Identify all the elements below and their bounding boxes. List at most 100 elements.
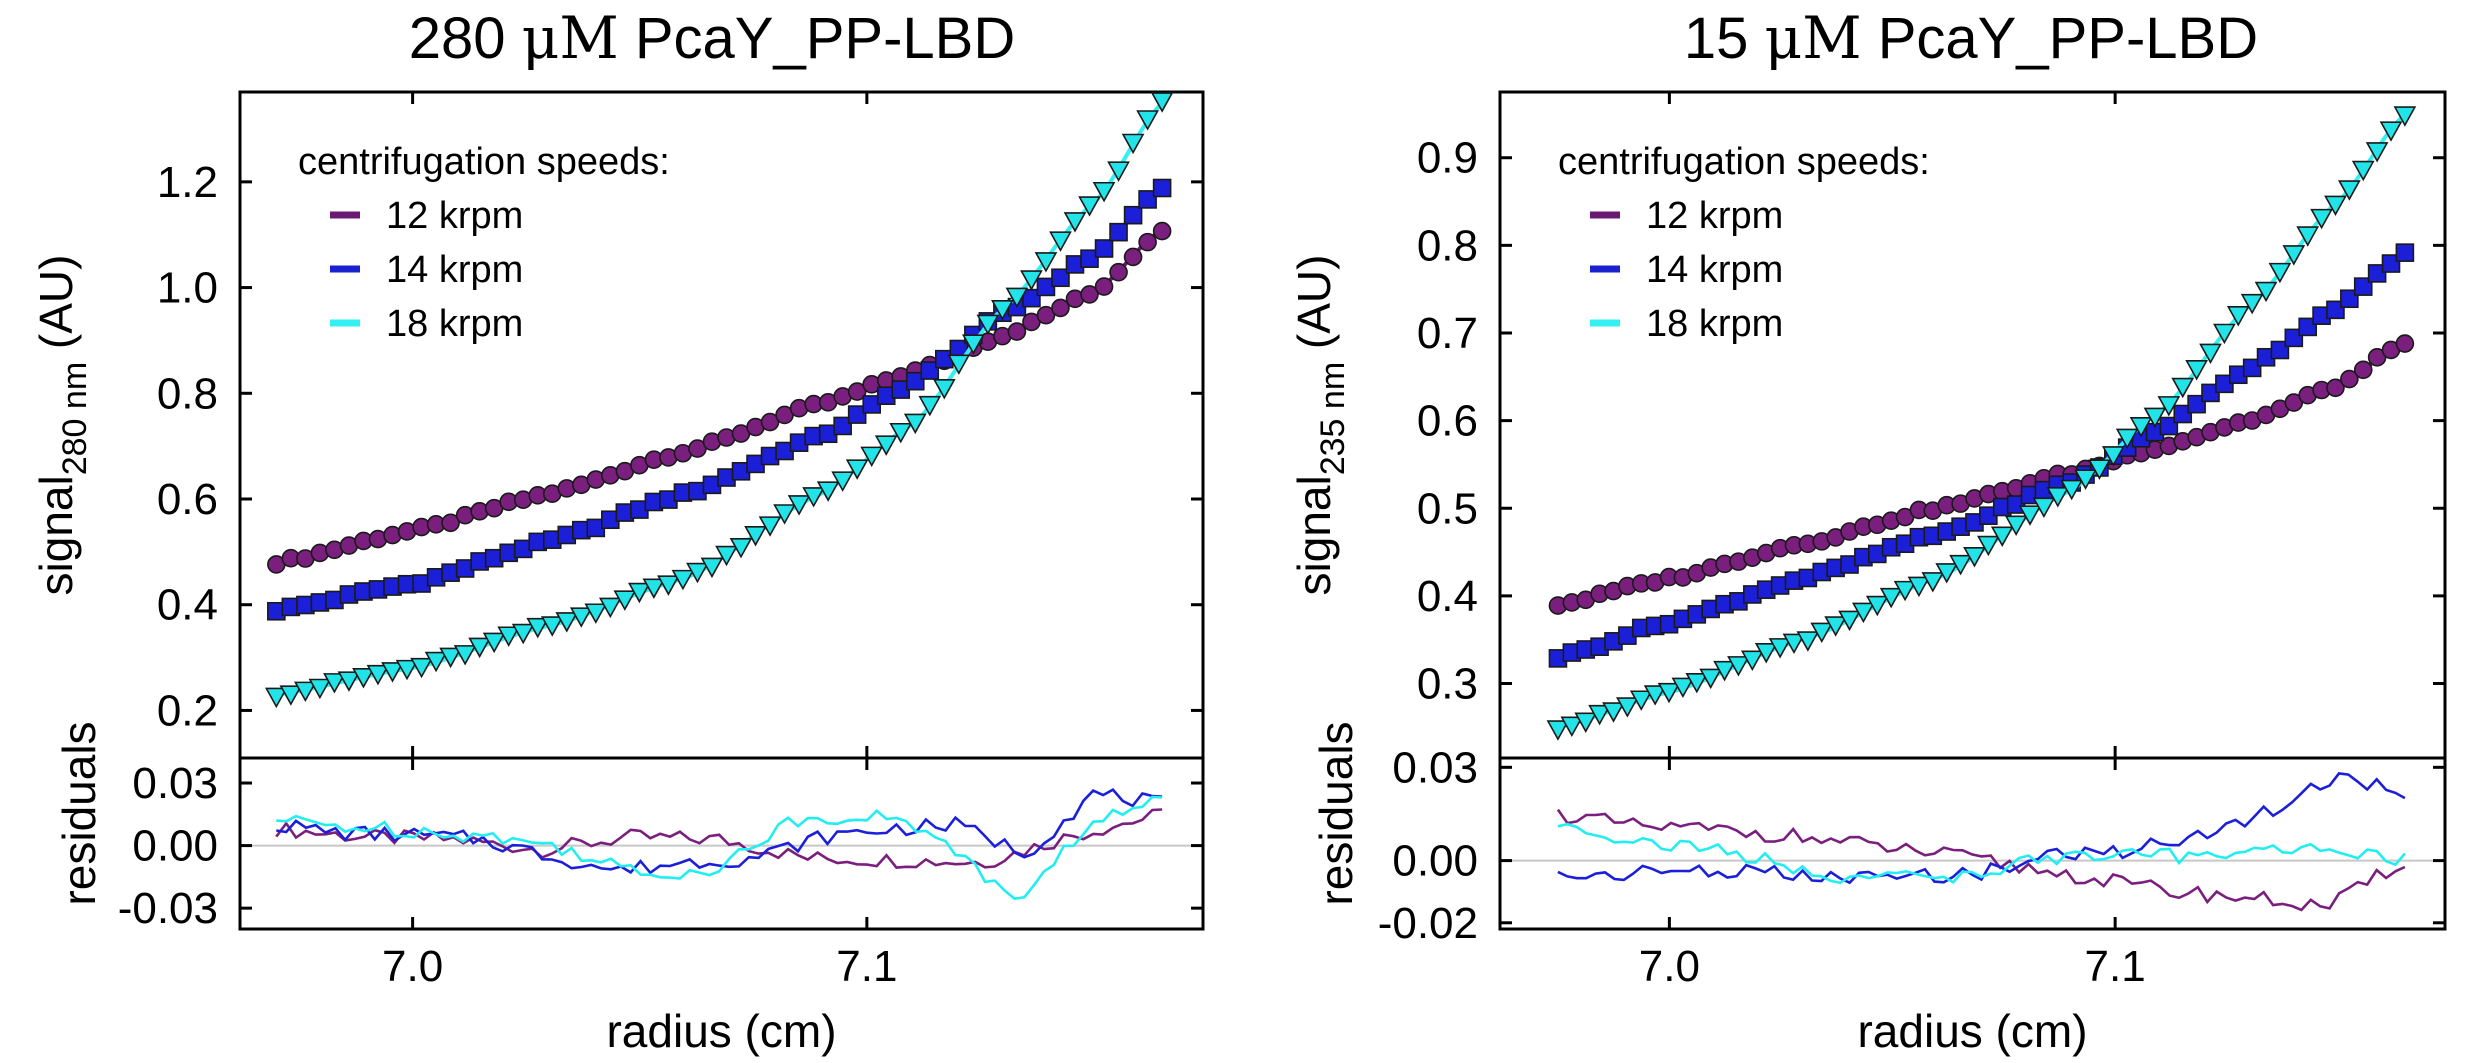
data-point: [2340, 369, 2359, 389]
y-tick-label: 0.6: [1417, 397, 1478, 446]
data-point: [2395, 334, 2415, 353]
data-point: [961, 334, 985, 355]
data-point: [323, 673, 346, 694]
data-point: [1051, 298, 1070, 318]
data-point: [1963, 546, 1986, 568]
data-point: [511, 623, 535, 645]
data-point: [1109, 262, 1128, 282]
data-point: [2006, 495, 2026, 514]
data-point: [2187, 394, 2206, 414]
data-point: [2171, 377, 2195, 399]
data-point: [540, 616, 564, 637]
data-point: [1546, 720, 1570, 741]
data-point: [555, 612, 579, 633]
data-point: [352, 668, 375, 689]
data-point: [831, 471, 855, 492]
data-point: [1109, 222, 1128, 242]
data-point: [1123, 205, 1143, 225]
data-point: [1092, 181, 1116, 203]
data-point: [1078, 196, 1101, 217]
data-point: [918, 395, 942, 417]
y-tick-label: 1.2: [157, 158, 218, 207]
data-point: [1990, 526, 2014, 547]
data-point: [264, 687, 288, 709]
residual-tick-label: 0.00: [132, 822, 218, 871]
data-point: [991, 300, 1014, 321]
data-point: [628, 582, 651, 604]
data-point: [1713, 660, 1736, 682]
y-axis-label: signal235 nm (AU): [1288, 255, 1352, 596]
y-tick-label: 0.7: [1417, 309, 1478, 358]
residual-tick-label: -0.02: [1378, 899, 1478, 948]
legend-title: centrifugation speeds:: [298, 141, 670, 183]
data-point: [1754, 643, 1778, 664]
y-label-units: (AU): [30, 255, 82, 362]
data-point: [686, 562, 709, 584]
legend: centrifugation speeds: 12 krpm 14 krpm 18 k…: [1558, 141, 1930, 345]
data-point: [1150, 92, 1174, 113]
title-prefix: 15: [1684, 6, 1765, 71]
data-point: [1727, 656, 1750, 677]
data-point: [1949, 554, 1972, 576]
x-tick-label: 7.0: [1639, 942, 1700, 991]
data-point: [1893, 580, 1917, 602]
data-point: [2074, 469, 2097, 490]
data-point: [2270, 340, 2290, 360]
data-point: [889, 422, 913, 444]
data-point: [2254, 281, 2278, 303]
data-point: [787, 495, 811, 516]
residual-tick-label: 0.03: [132, 759, 218, 808]
data-point: [1049, 231, 1072, 252]
data-point: [439, 647, 462, 669]
data-point: [2173, 404, 2193, 424]
residual-plot-frame: [238, 756, 1205, 931]
data-point: [847, 405, 867, 424]
data-point: [2157, 396, 2181, 417]
data-point: [816, 481, 840, 502]
series-18-krpm: [1546, 106, 2417, 885]
data-point: [1796, 631, 1820, 652]
title-unit: μM: [1765, 4, 1862, 72]
data-point: [947, 354, 971, 375]
data-point: [1063, 212, 1087, 233]
data-point: [1080, 285, 1099, 304]
data-point: [1699, 668, 1723, 690]
data-point: [2393, 106, 2417, 127]
data-point: [1824, 616, 1847, 637]
y-tick-label: 0.5: [1417, 484, 1478, 533]
data-point: [1020, 270, 1043, 291]
data-point: [1094, 277, 1114, 296]
data-point: [497, 626, 521, 647]
data-point: [2353, 277, 2373, 296]
data-point: [2351, 160, 2375, 182]
data-point: [613, 590, 637, 611]
title-suffix: PcaY_PP-LBD: [619, 6, 1016, 71]
data-point: [760, 412, 780, 432]
y-tick-label: 0.4: [1417, 572, 1478, 621]
chart-title: 15 μM PcaY_PP-LBD: [1684, 4, 2258, 72]
y-tick-label: 0.8: [157, 369, 218, 418]
data-point: [2298, 317, 2317, 337]
residual-line: [1557, 772, 2406, 885]
data-point: [1574, 712, 1598, 733]
data-point: [2367, 264, 2387, 283]
data-point: [920, 361, 940, 380]
legend-label: 14 krpm: [1646, 249, 1783, 291]
data-point: [2004, 515, 2028, 536]
residuals-axis-label: residuals: [53, 721, 105, 905]
title-prefix: 280: [409, 6, 522, 71]
panel-1: 280 μM PcaY_PP-LBD 0.2 0.4 0.6 0.8 1.0 1.2 0.03…: [30, 4, 1205, 1057]
residual-tick-label: 0.00: [1392, 837, 1478, 886]
data-point: [1768, 638, 1792, 659]
data-point: [1152, 221, 1172, 241]
data-point: [2143, 407, 2167, 429]
data-point: [569, 607, 593, 628]
data-point: [2046, 487, 2070, 508]
data-point: [1865, 595, 1889, 617]
main-plot-frame: [1498, 90, 2447, 760]
x-tick-label: 7.1: [2085, 942, 2146, 991]
data-point: [526, 617, 550, 639]
data-point: [2060, 479, 2084, 501]
data-point: [700, 557, 724, 579]
data-point: [1152, 178, 1172, 198]
